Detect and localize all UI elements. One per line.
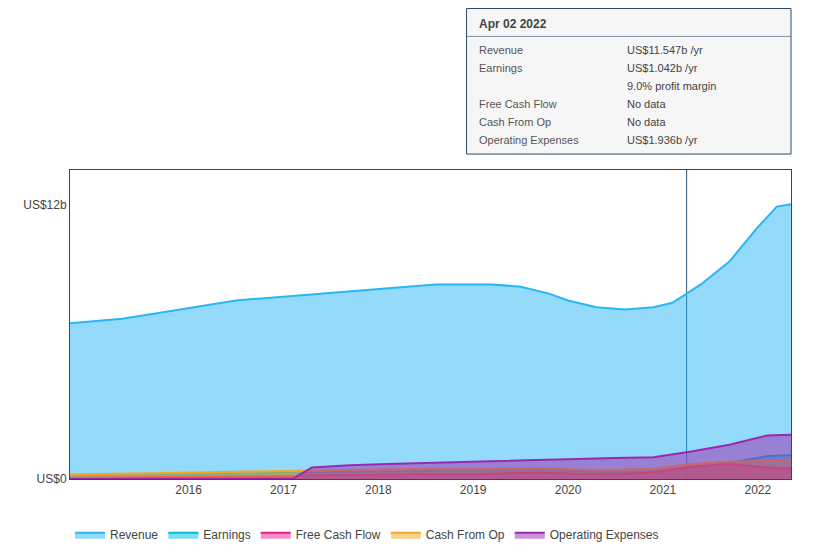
svg-text:Free Cash Flow: Free Cash Flow [479, 98, 557, 110]
svg-text:Apr 02 2022: Apr 02 2022 [479, 17, 547, 31]
svg-text:Revenue: Revenue [479, 44, 523, 56]
svg-text:Operating Expenses: Operating Expenses [550, 528, 659, 542]
svg-text:No data: No data [627, 116, 666, 128]
svg-text:9.0% profit margin: 9.0% profit margin [627, 80, 716, 92]
svg-text:2021: 2021 [650, 483, 677, 497]
svg-text:Earnings: Earnings [479, 62, 523, 74]
svg-text:Earnings: Earnings [203, 528, 250, 542]
svg-text:US$12b: US$12b [23, 198, 67, 212]
svg-text:Free Cash Flow: Free Cash Flow [296, 528, 381, 542]
svg-text:US$1.042b /yr: US$1.042b /yr [627, 62, 698, 74]
svg-text:US$11.547b /yr: US$11.547b /yr [627, 44, 703, 56]
svg-text:2022: 2022 [744, 483, 771, 497]
svg-text:US$0: US$0 [37, 472, 67, 486]
svg-text:2016: 2016 [175, 483, 202, 497]
svg-text:2020: 2020 [555, 483, 582, 497]
svg-text:No data: No data [627, 98, 666, 110]
svg-text:Cash From Op: Cash From Op [479, 116, 551, 128]
svg-text:Cash From Op: Cash From Op [426, 528, 505, 542]
svg-text:2018: 2018 [365, 483, 392, 497]
svg-text:2017: 2017 [270, 483, 297, 497]
svg-text:2019: 2019 [460, 483, 487, 497]
svg-text:US$1.936b /yr: US$1.936b /yr [627, 134, 698, 146]
svg-text:Operating Expenses: Operating Expenses [479, 134, 579, 146]
svg-text:Revenue: Revenue [110, 528, 158, 542]
